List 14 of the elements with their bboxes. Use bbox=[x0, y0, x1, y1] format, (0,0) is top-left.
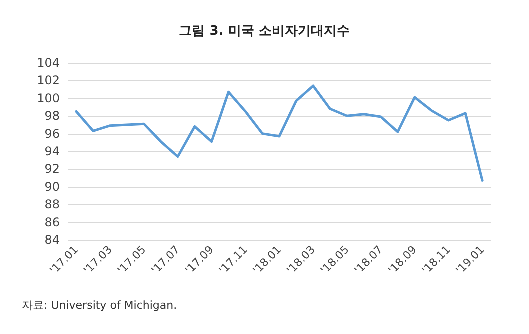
y-tick-label: 92 bbox=[44, 162, 60, 176]
y-tick-label: 94 bbox=[44, 144, 60, 158]
y-tick-label: 100 bbox=[37, 91, 60, 106]
y-tick-label: 86 bbox=[44, 215, 60, 230]
y-tick-label: 104 bbox=[37, 56, 60, 70]
text: 자료: University of Michigan. bbox=[22, 299, 178, 312]
y-tick-label: 102 bbox=[37, 74, 60, 88]
chart-title: 그림 3. 미국 소비자기대지수 bbox=[179, 24, 350, 39]
y-tick-label: 88 bbox=[44, 198, 60, 212]
y-tick-label: 98 bbox=[44, 109, 60, 124]
y-tick-label: 90 bbox=[44, 180, 60, 194]
y-tick-label: 84 bbox=[44, 233, 60, 247]
y-tick-label: 96 bbox=[44, 126, 60, 141]
line-series bbox=[75, 84, 484, 182]
